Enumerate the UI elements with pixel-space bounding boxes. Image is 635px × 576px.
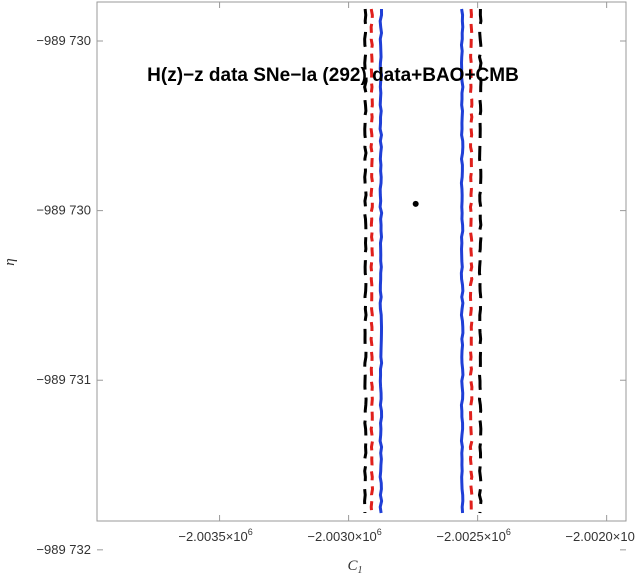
contour-1-right (459, 8, 465, 514)
x-tick-exponent: 6 (377, 527, 382, 537)
y-tick-label: −989 731 (36, 372, 91, 387)
contour-1-left (378, 8, 384, 514)
y-tick-label: −989 730 (36, 33, 91, 48)
chart-title: H(z)−z data SNe−Ia (292) data+BAO+CMB (147, 65, 519, 86)
contour-lines (363, 8, 483, 514)
y-axis-label: η (2, 258, 18, 265)
best-fit-point (412, 200, 419, 207)
contour-3-left (363, 8, 368, 514)
x-tick-exponent: 6 (506, 527, 511, 537)
contour-2-right (468, 8, 474, 514)
x-tick-label: −2.0025×106 (436, 527, 510, 544)
contour-2-left (369, 8, 375, 514)
axis-ticks: −2.0035×106 −2.0030×106 −2.0025×106 −2.0020… (36, 2, 635, 557)
x-axis-label-main: C (347, 558, 358, 574)
y-tick-label: −989 730 (36, 203, 91, 218)
x-tick-label: −2.0030×106 (307, 527, 381, 544)
contour-3-right (477, 8, 483, 514)
x-tick-label: −2.0020×106 (565, 527, 635, 544)
x-tick-exponent: 6 (248, 527, 253, 537)
best-fit-points (412, 200, 419, 207)
plot-frame (96, 1, 627, 522)
x-axis-label-subscript: 1 (358, 565, 363, 576)
y-tick-label: −989 732 (36, 542, 91, 557)
x-tick-label: −2.0035×106 (178, 527, 252, 544)
x-axis-label: C1 (347, 558, 362, 576)
